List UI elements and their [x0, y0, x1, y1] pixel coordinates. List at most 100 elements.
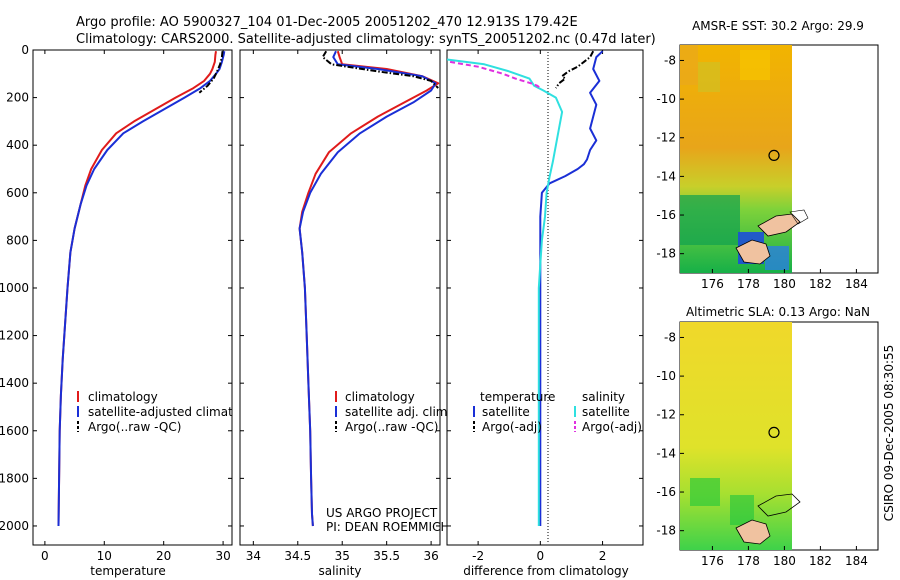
sst-patch — [740, 50, 770, 80]
sst-patch — [680, 45, 698, 85]
map-x-tick-label: 182 — [809, 277, 832, 291]
x-tick-label: 34 — [246, 549, 261, 563]
sst-patch — [680, 195, 740, 245]
legend-title-temperature: temperature — [480, 390, 555, 404]
y-tick-label: 1800 — [0, 471, 29, 485]
map-x-tick-label: 176 — [701, 277, 724, 291]
map-y-tick-label: -10 — [656, 92, 676, 106]
x-tick-label: 34.5 — [284, 549, 311, 563]
x-tick-label: -2 — [472, 549, 484, 563]
y-tick-label: 1400 — [0, 376, 29, 390]
temperature-axes-frame — [32, 49, 233, 546]
map-x-tick-label: 176 — [701, 554, 724, 568]
sla-patch — [730, 495, 754, 525]
csiro-timestamp: CSIRO 09-Dec-2005 08:30:55 — [882, 345, 896, 522]
x-tick-label: 36 — [423, 549, 438, 563]
island-vanua-levu — [757, 493, 801, 517]
y-tick-label: 400 — [6, 138, 29, 152]
map-y-tick-label: -8 — [664, 330, 676, 344]
legend-label-argo: Argo(..raw -QC) — [345, 420, 438, 434]
legend-label-argo: Argo(..raw -QC) — [88, 420, 181, 434]
difference-xlabel: difference from climatology — [463, 564, 629, 578]
header-line1: Argo profile: AO 5900327_104 01-Dec-2005… — [76, 15, 578, 30]
legend-label-satellite-adjusted: satellite-adjusted climatology — [88, 405, 266, 419]
series-line-argo-raw-qc — [321, 50, 439, 89]
map-y-tick-label: -8 — [664, 53, 676, 67]
map-y-tick-label: -16 — [656, 485, 676, 499]
legend-label-temp-satellite: satellite — [482, 405, 530, 419]
map-x-tick-label: 182 — [809, 554, 832, 568]
argo-location-marker — [768, 149, 780, 161]
map-x-tick-label: 180 — [773, 277, 796, 291]
y-tick-label: 600 — [6, 186, 29, 200]
argo-location-marker — [768, 426, 780, 438]
sst-map-title: AMSR-E SST: 30.2 Argo: 29.9 — [692, 19, 864, 33]
difference-panel: -2 0 2 difference from climatology tempera… — [446, 49, 644, 578]
legend-label-sal-satellite: satellite — [582, 405, 630, 419]
series-line-temperature-satellite — [539, 50, 604, 526]
x-tick-label: 2 — [599, 549, 607, 563]
temperature-panel: 0 10 20 30 0 200 400 600 800 1000 1200 1400 1600 1800… — [0, 43, 266, 578]
series-line-satellite-adj-clim — [298, 50, 437, 527]
legend-label-satellite-adj: satellite adj. clim. — [345, 405, 451, 419]
legend-label-climatology: climatology — [88, 390, 158, 404]
map-y-tick-label: -18 — [656, 524, 676, 538]
salinity-xlabel: salinity — [318, 564, 361, 578]
series-line-satellite-adjusted-climatology — [57, 51, 226, 527]
sst-patch — [765, 246, 789, 270]
x-tick-label: 35 — [335, 549, 350, 563]
map-y-tick-label: -10 — [656, 369, 676, 383]
reef-outline — [789, 209, 809, 225]
series-line-argo-raw-qc — [198, 51, 224, 94]
y-tick-label: 200 — [6, 91, 29, 105]
series-line-salinity-satellite — [447, 58, 564, 526]
sla-map-title: Altimetric SLA: 0.13 Argo: NaN — [686, 305, 870, 319]
series-line-salinity-argo-adj — [449, 60, 541, 89]
y-tick-label: 1200 — [0, 329, 29, 343]
island-viti-levu — [735, 239, 771, 265]
series-line-temperature-argo-adj — [555, 50, 595, 89]
legend-label-temp-argo: Argo(-adj) — [482, 420, 542, 434]
legend-title-salinity: salinity — [582, 390, 625, 404]
map-y-tick-label: -18 — [656, 247, 676, 261]
map-x-tick-label: 184 — [845, 554, 868, 568]
map-y-tick-label: -14 — [656, 169, 676, 183]
project-annotation-line2: PI: DEAN ROEMMICH — [326, 520, 449, 534]
y-tick-label: 0 — [21, 43, 29, 57]
difference-legend: temperature salinity satellite Argo(-adj… — [473, 390, 642, 434]
salinity-legend: climatology satellite adj. clim. Argo(..… — [335, 390, 451, 434]
sst-patch — [698, 62, 720, 92]
y-tick-label: 1000 — [0, 281, 29, 295]
y-tick-label: 2000 — [0, 519, 29, 533]
legend-label-climatology: climatology — [345, 390, 415, 404]
map-x-tick-label: 178 — [737, 277, 760, 291]
x-tick-label: 30 — [215, 549, 230, 563]
island-viti-levu — [735, 519, 771, 545]
sla-patch — [690, 478, 720, 506]
sla-map: Altimetric SLA: 0.13 Argo: NaN 176 178 180… — [656, 305, 879, 568]
y-tick-label: 1600 — [0, 424, 29, 438]
map-y-tick-label: -12 — [656, 131, 676, 145]
header-line2: Climatology: CARS2000. Satellite-adjuste… — [76, 32, 656, 47]
map-y-tick-label: -14 — [656, 446, 676, 460]
map-x-tick-label: 180 — [773, 554, 796, 568]
salinity-panel: 34 34.5 35 35.5 36 salinity climatology sate… — [239, 49, 451, 578]
x-tick-label: 10 — [97, 549, 112, 563]
x-tick-label: 35.5 — [373, 549, 400, 563]
legend-label-sal-argo: Argo(-adj) — [582, 420, 642, 434]
map-y-tick-label: -12 — [656, 408, 676, 422]
map-x-tick-label: 184 — [845, 277, 868, 291]
map-y-tick-label: -16 — [656, 208, 676, 222]
y-tick-label: 800 — [6, 233, 29, 247]
island-vanua-levu — [757, 213, 801, 237]
project-annotation-line1: US ARGO PROJECT — [326, 506, 438, 520]
difference-axes-frame — [446, 49, 644, 546]
x-tick-label: 0 — [537, 549, 545, 563]
map-x-tick-label: 178 — [737, 554, 760, 568]
x-tick-label: 0 — [41, 549, 49, 563]
temperature-legend: climatology satellite-adjusted climatolo… — [77, 390, 266, 434]
x-tick-label: 20 — [156, 549, 171, 563]
temperature-xlabel: temperature — [90, 564, 165, 578]
salinity-axes-frame — [239, 49, 441, 546]
